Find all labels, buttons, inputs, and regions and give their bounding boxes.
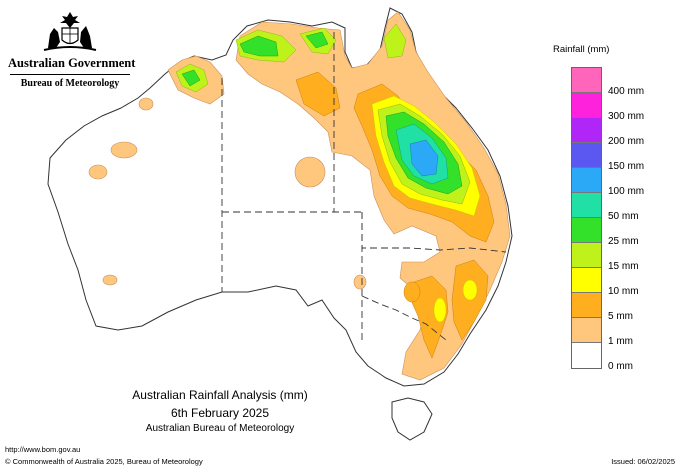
issued-date: Issued: 06/02/2025 bbox=[611, 457, 675, 466]
legend-label: 200 mm bbox=[608, 136, 645, 147]
map-source: Australian Bureau of Meteorology bbox=[145, 423, 295, 434]
legend-label: 25 mm bbox=[608, 236, 639, 247]
bureau-name: Bureau of Meteorology bbox=[20, 78, 120, 89]
legend-swatch bbox=[572, 118, 601, 143]
legend-swatch bbox=[572, 143, 601, 168]
legend-label: 15 mm bbox=[608, 261, 639, 272]
legend-swatch bbox=[572, 168, 601, 193]
legend-swatch bbox=[572, 268, 601, 293]
legend-label: 1 mm bbox=[608, 336, 633, 347]
legend-label: 50 mm bbox=[608, 211, 639, 222]
legend-swatch bbox=[572, 193, 601, 218]
legend-swatch bbox=[572, 318, 601, 343]
legend-label: 10 mm bbox=[608, 286, 639, 297]
tasmania bbox=[391, 397, 433, 441]
map-title: Australian Rainfall Analysis (mm) bbox=[132, 388, 308, 402]
legend-label: 300 mm bbox=[608, 111, 645, 122]
legend-swatch bbox=[572, 93, 601, 118]
legend-label: 5 mm bbox=[608, 311, 633, 322]
rainfall-100mm-areas bbox=[409, 139, 439, 177]
legend-label: 400 mm bbox=[608, 86, 645, 97]
legend-label: 100 mm bbox=[608, 186, 645, 197]
map-date: 6th February 2025 bbox=[170, 406, 270, 420]
legend-swatch bbox=[572, 218, 601, 243]
state-borders bbox=[221, 32, 507, 342]
header: Australian Government Bureau of Meteorol… bbox=[8, 10, 136, 89]
copyright-notice: © Commonwealth of Australia 2025, Bureau… bbox=[5, 457, 203, 466]
legend-swatch bbox=[572, 68, 601, 93]
government-name: Australian Government bbox=[8, 56, 136, 70]
website-link[interactable]: http://www.bom.gov.au bbox=[5, 445, 81, 454]
legend-swatch bbox=[572, 293, 601, 318]
coat-of-arms-icon bbox=[43, 12, 97, 51]
header-divider bbox=[10, 74, 130, 75]
legend-swatch bbox=[572, 243, 601, 268]
legend-swatch bbox=[572, 343, 601, 368]
legend-label: 0 mm bbox=[608, 361, 633, 372]
legend-title: Rainfall (mm) bbox=[553, 44, 610, 55]
legend-color-bar bbox=[571, 67, 602, 369]
legend-label: 150 mm bbox=[608, 161, 645, 172]
